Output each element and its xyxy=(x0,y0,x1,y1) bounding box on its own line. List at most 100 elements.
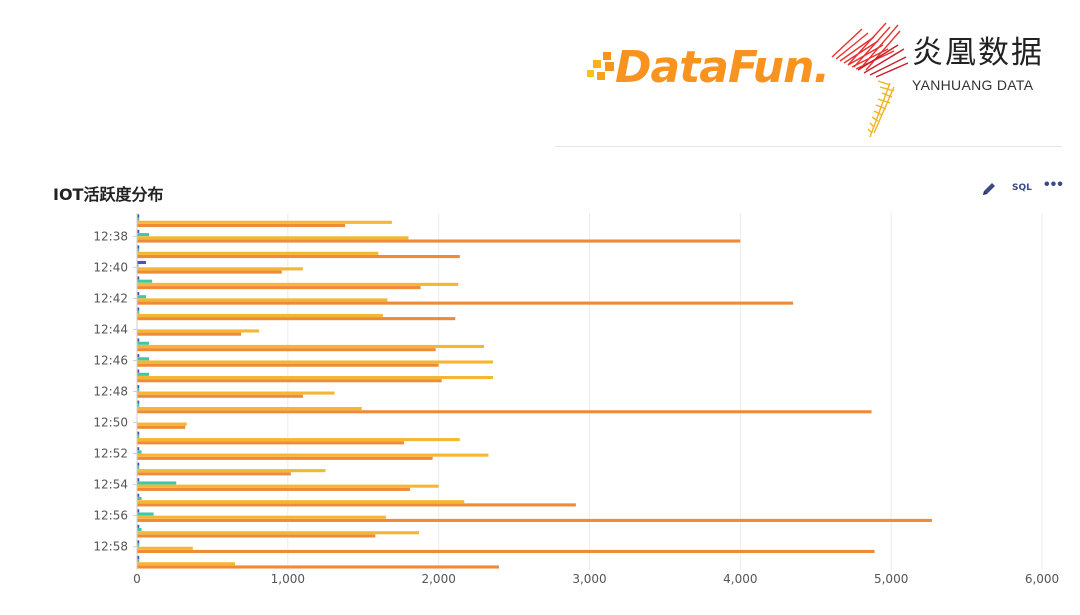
bar[interactable] xyxy=(137,329,260,333)
x-tick-label: 2,000 xyxy=(421,572,455,586)
bar[interactable] xyxy=(137,400,140,404)
bar[interactable] xyxy=(137,562,236,566)
bar[interactable] xyxy=(137,453,489,457)
bar[interactable] xyxy=(137,456,433,460)
bar[interactable] xyxy=(137,407,362,411)
bar[interactable] xyxy=(137,286,421,290)
bar[interactable] xyxy=(137,375,493,380)
bar[interactable] xyxy=(137,348,436,352)
bar[interactable] xyxy=(137,469,326,473)
bar[interactable] xyxy=(137,223,346,228)
bar[interactable] xyxy=(137,360,493,364)
bar[interactable] xyxy=(137,515,386,519)
x-tick-label: 3,000 xyxy=(572,572,606,586)
bar[interactable] xyxy=(137,438,460,442)
y-tick-label: 12:44 xyxy=(93,322,128,336)
datafun-pixel-icon xyxy=(587,52,614,80)
bar[interactable] xyxy=(137,540,140,544)
bar[interactable] xyxy=(137,450,142,454)
bar[interactable] xyxy=(137,369,140,373)
bar[interactable] xyxy=(137,245,140,249)
bar[interactable] xyxy=(137,270,282,274)
bar[interactable] xyxy=(137,264,139,268)
bar[interactable] xyxy=(137,354,140,358)
bar[interactable] xyxy=(137,431,140,435)
bar[interactable] xyxy=(137,298,388,302)
bar[interactable] xyxy=(137,555,140,559)
edit-pencil-icon[interactable] xyxy=(980,180,998,203)
bar[interactable] xyxy=(137,434,140,438)
bar[interactable] xyxy=(137,260,147,265)
bar[interactable] xyxy=(137,422,187,426)
bar[interactable] xyxy=(137,372,150,376)
bar[interactable] xyxy=(137,503,576,507)
bar[interactable] xyxy=(137,394,303,398)
bar[interactable] xyxy=(137,565,499,569)
y-tick-label: 12:52 xyxy=(93,447,128,461)
header-divider xyxy=(555,146,1062,147)
sql-button[interactable]: SQL xyxy=(1012,183,1032,193)
bar[interactable] xyxy=(137,410,872,414)
bar[interactable] xyxy=(137,512,154,516)
bar[interactable] xyxy=(137,276,140,280)
bar[interactable] xyxy=(137,481,177,485)
bar[interactable] xyxy=(137,301,794,305)
more-options-icon[interactable]: ••• xyxy=(1044,176,1064,193)
bar[interactable] xyxy=(137,341,150,345)
bar[interactable] xyxy=(137,357,150,361)
bar[interactable] xyxy=(137,543,140,547)
bar[interactable] xyxy=(137,546,193,550)
bar[interactable] xyxy=(137,465,140,470)
bar[interactable] xyxy=(137,267,303,271)
bar[interactable] xyxy=(137,388,140,392)
bar[interactable] xyxy=(137,236,409,240)
bar[interactable] xyxy=(137,251,379,255)
bar[interactable] xyxy=(137,559,140,563)
bar[interactable] xyxy=(137,295,147,299)
bar[interactable] xyxy=(137,385,140,389)
bar[interactable] xyxy=(137,487,411,491)
bar[interactable] xyxy=(137,220,392,224)
bar[interactable] xyxy=(137,496,142,501)
bar[interactable] xyxy=(137,332,242,336)
bar[interactable] xyxy=(137,344,484,349)
bar[interactable] xyxy=(137,317,456,321)
bar[interactable] xyxy=(137,500,465,504)
bar[interactable] xyxy=(137,217,140,221)
bar[interactable] xyxy=(137,441,404,445)
bar[interactable] xyxy=(137,310,140,314)
bar[interactable] xyxy=(137,528,142,532)
bar[interactable] xyxy=(137,462,140,466)
bar[interactable] xyxy=(137,509,140,513)
bar[interactable] xyxy=(137,531,420,535)
y-tick-label: 12:42 xyxy=(93,291,128,305)
bar[interactable] xyxy=(137,214,140,218)
bar[interactable] xyxy=(137,484,439,488)
bar[interactable] xyxy=(137,447,140,451)
bar[interactable] xyxy=(137,233,150,237)
bar[interactable] xyxy=(137,282,459,286)
bar[interactable] xyxy=(137,403,140,407)
datafun-logo-text: DataFun. xyxy=(615,42,830,93)
y-tick-label: 12:54 xyxy=(93,478,128,492)
bar[interactable] xyxy=(137,518,932,522)
bar[interactable] xyxy=(137,279,153,283)
bar[interactable] xyxy=(137,549,875,554)
bar[interactable] xyxy=(137,472,291,476)
bar[interactable] xyxy=(137,313,383,317)
bar[interactable] xyxy=(137,248,140,252)
bar[interactable] xyxy=(137,307,140,311)
bar[interactable] xyxy=(137,391,335,395)
bar[interactable] xyxy=(137,425,186,429)
bar[interactable] xyxy=(137,524,140,528)
bar[interactable] xyxy=(137,363,439,367)
bar[interactable] xyxy=(137,229,140,233)
bar[interactable] xyxy=(137,493,140,497)
bar[interactable] xyxy=(137,379,442,383)
bar[interactable] xyxy=(137,291,140,296)
bar[interactable] xyxy=(137,534,376,538)
bar[interactable] xyxy=(137,239,741,243)
bar[interactable] xyxy=(137,478,140,482)
bar[interactable] xyxy=(137,338,140,342)
bar[interactable] xyxy=(137,255,460,259)
